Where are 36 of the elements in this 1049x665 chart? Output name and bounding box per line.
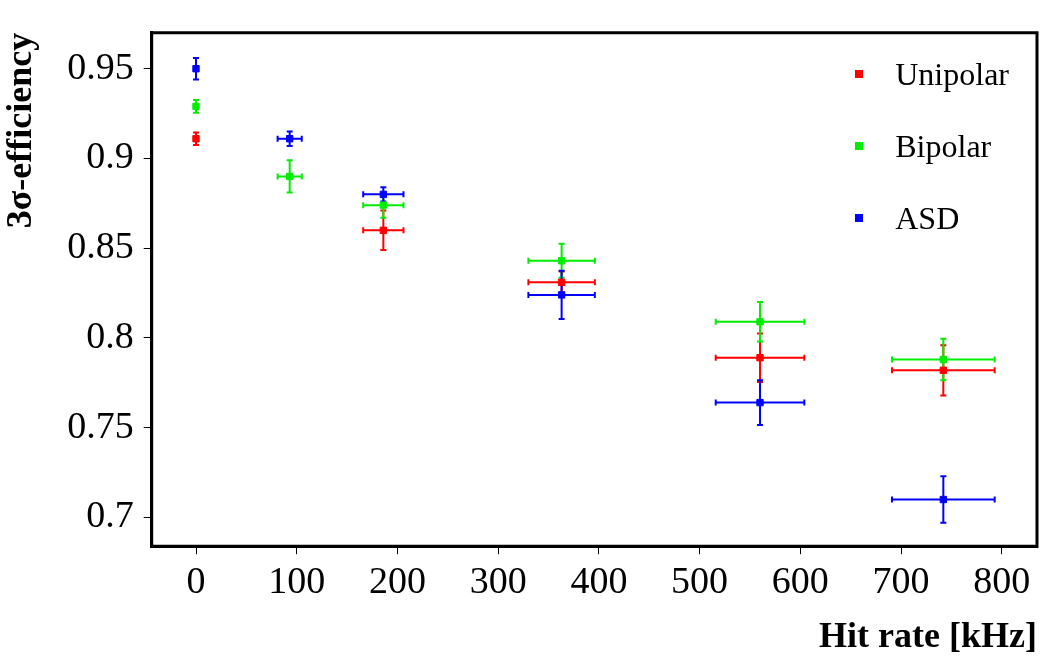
y-tick-label: 0.9 <box>86 134 134 177</box>
x-tick-label: 800 <box>973 558 1031 601</box>
y-tick-label: 0.85 <box>67 224 134 267</box>
y-axis-title: 3σ-efficiency <box>0 32 39 229</box>
y-tick-label: 0.75 <box>67 403 134 446</box>
point <box>557 257 566 265</box>
point <box>192 65 200 73</box>
y-tick-label: 0.95 <box>67 44 134 87</box>
x-tick-label: 700 <box>872 558 930 601</box>
legend-label: Unipolar <box>895 55 1009 93</box>
y-tick-label: 0.7 <box>86 493 134 536</box>
point <box>557 278 566 286</box>
point <box>939 355 948 364</box>
point <box>939 366 948 374</box>
point <box>557 291 566 299</box>
x-tick-label: 500 <box>671 558 729 601</box>
x-axis-title: Hit rate [kHz] <box>819 614 1037 655</box>
x-tick-label: 0 <box>186 558 206 601</box>
point <box>756 318 764 326</box>
point <box>286 172 294 181</box>
x-tick-label: 400 <box>570 558 628 601</box>
x-tick-label: 300 <box>469 558 527 601</box>
x-tick-label: 600 <box>771 558 829 601</box>
point <box>939 495 948 504</box>
point <box>756 354 764 362</box>
point <box>379 226 388 234</box>
x-tick-label: 100 <box>268 558 326 601</box>
x-tick-label: 200 <box>368 558 426 601</box>
legend-label: ASD <box>895 199 960 237</box>
point <box>379 201 388 209</box>
y-tick-label: 0.8 <box>86 313 134 356</box>
point <box>756 398 764 407</box>
point <box>379 190 388 199</box>
point <box>286 135 294 143</box>
legend-label: Bipolar <box>895 127 992 165</box>
point <box>192 135 200 143</box>
